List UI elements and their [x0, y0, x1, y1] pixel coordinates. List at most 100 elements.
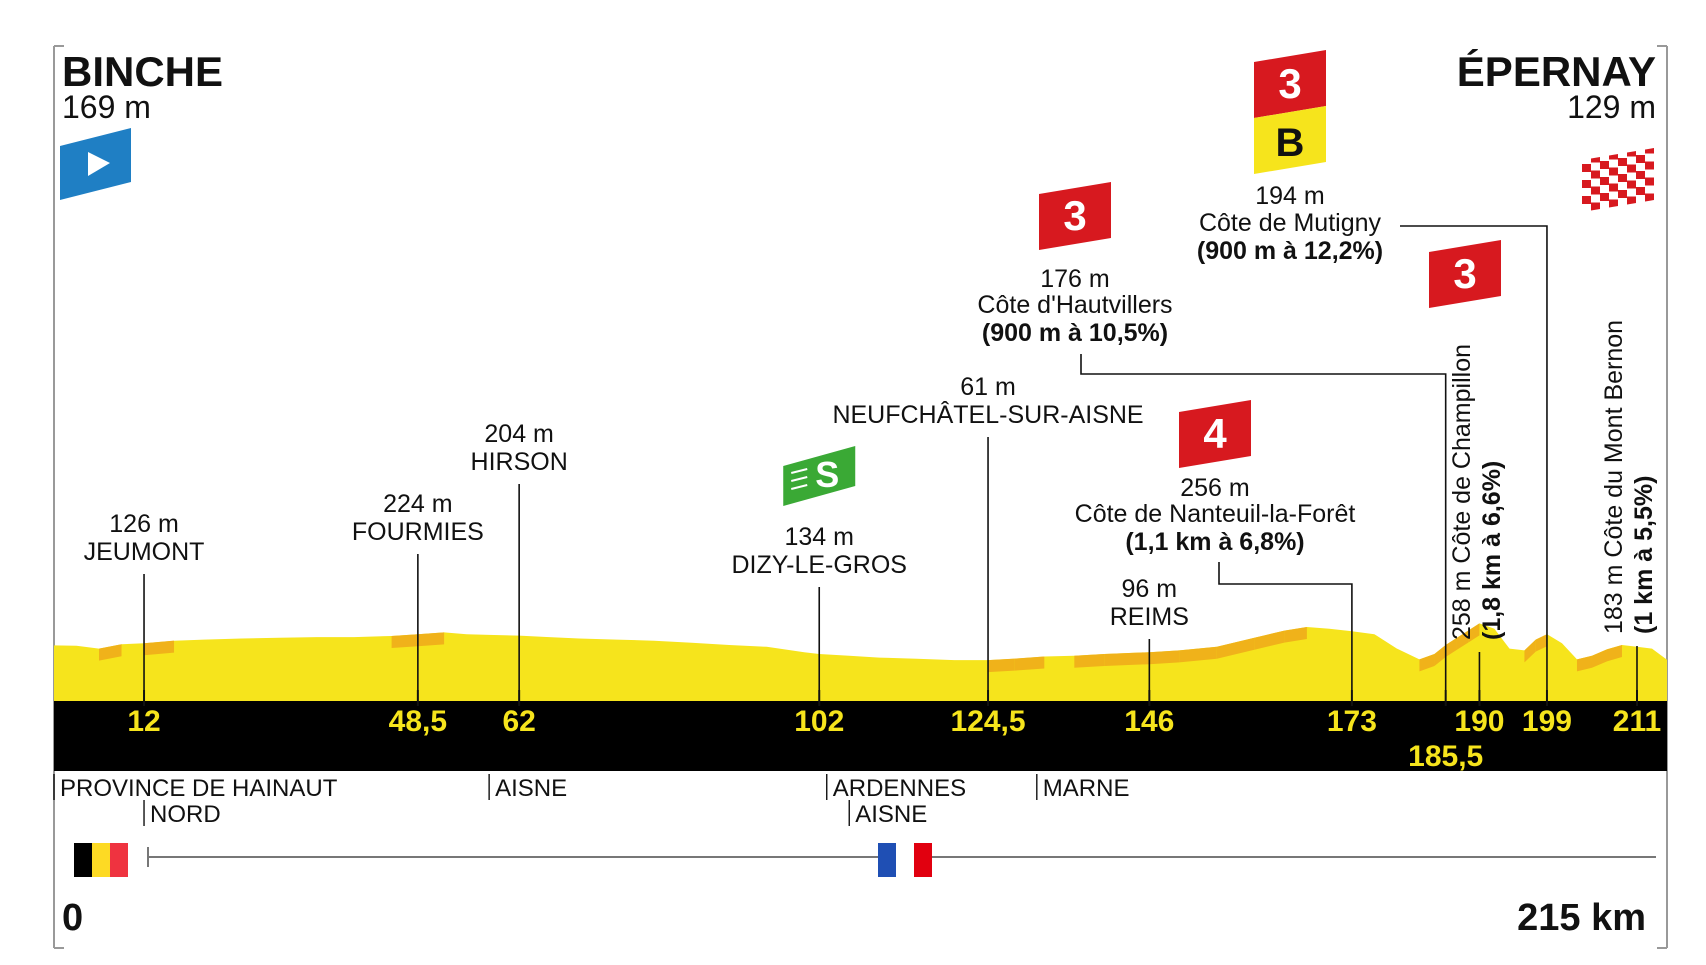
climb-segment — [1456, 630, 1469, 650]
checkered-flag-square — [1645, 177, 1654, 186]
climb-name: Côte de Mutigny — [1199, 209, 1382, 237]
finish-altitude: 129 m — [1567, 89, 1656, 125]
climb-segment — [1419, 654, 1435, 672]
climb-segment — [988, 658, 1015, 673]
climb-segment — [144, 640, 175, 656]
checkered-flag-square — [1591, 154, 1600, 163]
km-marker-label: 199 — [1522, 705, 1572, 738]
climb-flag-shape — [1179, 400, 1251, 468]
sprint-flag-stripe — [790, 476, 808, 482]
climb-altitude: 176 m — [1040, 265, 1109, 293]
start-city-name: BINCHE — [62, 48, 223, 95]
sprint-flag-stripe — [790, 484, 808, 490]
region-label: MARNE — [1043, 775, 1130, 802]
checkered-flag-square — [1600, 148, 1609, 153]
km-marker-label: 190 — [1454, 705, 1504, 738]
km-marker-label: 48,5 — [389, 705, 447, 738]
bonus-flag-shape — [1254, 106, 1326, 174]
flag-stripe — [878, 843, 896, 877]
checkered-flag-square — [1645, 193, 1654, 202]
waypoint-altitude: 204 m — [484, 420, 553, 448]
climb-segment — [1104, 652, 1150, 666]
climb-leader-line — [1400, 225, 1548, 690]
climb-segment — [1149, 650, 1180, 665]
checkered-flag-square — [1591, 202, 1600, 211]
region-label: NORD — [150, 801, 221, 828]
flag-stripe — [914, 843, 932, 877]
km-marker-label: 185,5 — [1408, 740, 1483, 773]
checkered-flag-square — [1618, 190, 1627, 198]
flag-stripe — [110, 843, 128, 877]
waypoint-name: JEUMONT — [84, 538, 205, 566]
checkered-flag-square — [1627, 196, 1636, 205]
flag-stripe — [74, 843, 92, 877]
waypoint-name: NEUFCHÂTEL-SUR-AISNE — [832, 400, 1143, 429]
climb-altitude: 194 m — [1255, 182, 1324, 210]
climb-segment — [417, 632, 445, 647]
waypoint-altitude: 126 m — [109, 510, 178, 538]
bonus-flag-label: B — [1276, 121, 1305, 165]
checkered-flag-square — [1645, 161, 1654, 170]
region-label: AISNE — [855, 801, 927, 828]
climb-detail: (1 km à 5,5%) — [1630, 476, 1658, 634]
climb-flag-shape — [1429, 240, 1501, 308]
climb-leader-line — [1218, 562, 1353, 690]
km-marker-label: 12 — [127, 705, 160, 738]
climb-category-flag-icon: 3 — [1254, 50, 1326, 118]
start-altitude: 169 m — [62, 89, 151, 125]
checkered-flag-square — [1636, 171, 1645, 179]
climb-segment — [1576, 655, 1592, 672]
checkered-flag-square — [1591, 170, 1600, 179]
climb-flag-shape — [1254, 50, 1326, 118]
checkered-flag-square — [1618, 174, 1627, 182]
km-marker-label: 62 — [502, 705, 535, 738]
finish-city-name: ÉPERNAY — [1457, 48, 1656, 95]
checkered-flag-icon — [1582, 139, 1654, 212]
climb-segment — [1074, 654, 1105, 668]
km-band — [54, 701, 1667, 771]
km-marker-label: 102 — [794, 705, 844, 738]
checkered-flag-square — [1627, 148, 1636, 157]
axis-end-label: 215 km — [1517, 897, 1646, 939]
sprint-flag-icon: S — [783, 446, 856, 506]
climb-altitude: 256 m — [1180, 474, 1249, 502]
waypoint-altitude: 96 m — [1122, 575, 1178, 603]
climb-segment — [1445, 637, 1457, 657]
bonus-flag-icon: B — [1254, 106, 1326, 174]
climb-flag-label: 3 — [1063, 192, 1086, 239]
climb-segment — [1179, 646, 1217, 663]
climb-segment — [1014, 656, 1045, 671]
checkered-flag-square — [1627, 180, 1636, 189]
climb-segment — [1591, 649, 1607, 668]
climb-altitude-name: 258 m Côte de Champillon — [1448, 344, 1476, 640]
climb-flag-label: 3 — [1278, 60, 1301, 107]
checkered-flag-square — [1582, 180, 1591, 188]
checkered-flag-square — [1609, 167, 1618, 176]
waypoint-name: FOURMIES — [352, 518, 484, 546]
climb-segment — [1254, 630, 1285, 650]
start-flag-icon — [60, 128, 131, 200]
checkered-flag-square — [1618, 158, 1627, 166]
sprint-flag-label: S — [815, 454, 839, 495]
climb-segment — [1606, 645, 1622, 662]
region-label: PROVINCE DE HAINAUT — [60, 775, 338, 802]
km-marker-label: 146 — [1124, 705, 1174, 738]
climb-name: Côte de Nanteuil-la-Forêt — [1075, 500, 1356, 528]
flag-stripe — [896, 843, 914, 877]
checkered-flag-square — [1609, 151, 1618, 160]
climb-leader-line — [1080, 354, 1447, 690]
climb-detail: (1,8 km à 6,6%) — [1478, 461, 1506, 640]
checkered-flag-square — [1582, 164, 1591, 172]
climb-segment — [1524, 639, 1536, 663]
checkered-flag-square — [1627, 164, 1636, 173]
checkered-flag-square — [1636, 139, 1645, 147]
waypoint-altitude: 224 m — [383, 490, 452, 518]
km-marker-label: 173 — [1327, 705, 1377, 738]
climb-segment — [391, 634, 418, 648]
france-flag-icon — [878, 843, 932, 877]
checkered-flag-square — [1600, 177, 1609, 185]
